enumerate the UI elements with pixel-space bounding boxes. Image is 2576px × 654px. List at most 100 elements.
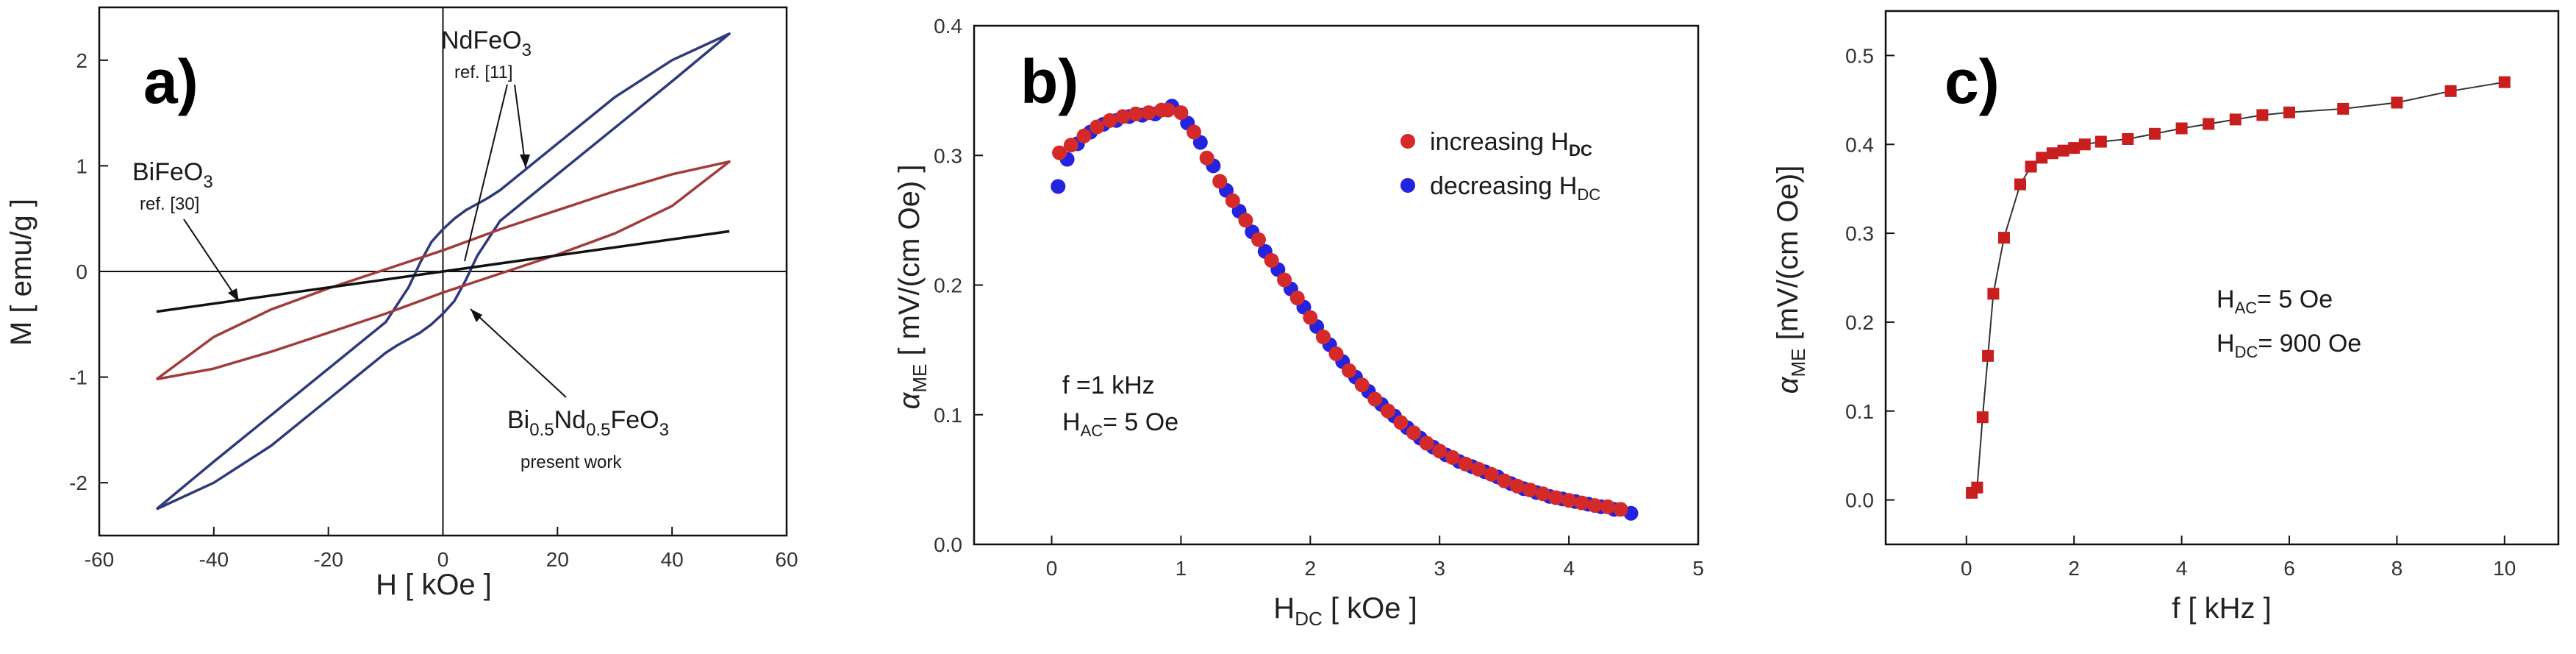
panel-a-series-bifeo3-line	[156, 230, 730, 313]
panel-c-point	[1971, 481, 1983, 494]
panel-b-plot-frame	[973, 24, 1700, 546]
panel-a-x-tick-label: 0	[437, 548, 449, 571]
panel-c-hdc-note: HDC= 900 Oe	[2217, 330, 2361, 361]
panel-b-point-increasing	[1342, 363, 1357, 378]
panel-b-point-increasing	[1354, 377, 1370, 393]
bifeo3-arrowhead	[228, 288, 239, 302]
ndfeo3-ref: ref. [11]	[454, 63, 513, 82]
panel-c: 0 2 4 6 8 10 0.00.10.20.30.40.5 c) f [ kHz ] …	[1772, 10, 2560, 625]
panel-a-x-tick-label: -20	[313, 548, 343, 571]
panel-a-x-label: H [ kOe ]	[376, 569, 492, 601]
panel-b-point-increasing	[1052, 145, 1067, 160]
panel-a-y-tick-label: -2	[69, 472, 87, 494]
panel-c-point	[1998, 232, 2010, 244]
panel-b-point-increasing	[1509, 478, 1525, 494]
legend-marker-decreasing	[1400, 178, 1415, 193]
panel-a-y-ticks: -2 -1 0 1 2	[69, 49, 108, 494]
panel-c-point	[2014, 178, 2026, 191]
panel-b-x-tick-label: 1	[1176, 557, 1187, 580]
panel-c-letter: c)	[1944, 47, 2000, 116]
panel-b-series	[1051, 99, 1639, 521]
panel-b-point-increasing	[1587, 498, 1603, 513]
panel-b-y-tick-label: 0.0	[934, 533, 962, 556]
panel-b-point-increasing	[1199, 150, 1214, 166]
panel-b-point-increasing	[1419, 436, 1434, 451]
panel-b-point-increasing	[1523, 483, 1538, 497]
panel-a-series	[155, 32, 731, 511]
panel-c-x-tick-label: 4	[2176, 557, 2188, 580]
panel-c-x-tick-label: 2	[2068, 557, 2080, 580]
panel-b-point-increasing	[1471, 461, 1486, 477]
panel-c-point	[2094, 135, 2107, 148]
legend-label-increasing: increasing HDC	[1430, 128, 1592, 160]
panel-b-point-increasing	[1141, 105, 1156, 121]
panel-b-point-increasing	[1187, 124, 1201, 140]
panel-b-point-increasing	[1160, 102, 1176, 118]
panel-c-point	[2078, 138, 2091, 151]
panel-c-point	[2068, 142, 2081, 154]
panel-b-point-increasing	[1561, 493, 1577, 508]
panel-b-point-increasing	[1406, 425, 1421, 441]
panel-b-point-increasing	[1277, 272, 1292, 288]
panel-a-x-tick-label: -60	[85, 548, 114, 571]
panel-b-point-increasing	[1063, 138, 1078, 153]
panel-b-y-tick-label: 0.1	[934, 404, 962, 427]
panel-b-point-increasing	[1535, 486, 1550, 502]
panel-b-point-decreasing	[1051, 179, 1066, 194]
panel-b-hac-note: HAC= 5 Oe	[1062, 408, 1178, 440]
panel-c-point	[2229, 113, 2242, 126]
panel-b-point-increasing	[1445, 449, 1460, 465]
panel-a-series-bndfo-loop	[155, 160, 731, 381]
panel-c-point	[2498, 76, 2511, 88]
panel-c-point	[1987, 288, 2000, 300]
panel-b-point-increasing	[1076, 128, 1092, 143]
panel-c-y-ticks: 0.0 0.1 0.2 0.3 0.4 0.5	[1845, 44, 1895, 512]
panel-c-y-tick-label: 0.5	[1845, 44, 1874, 67]
panel-b-point-increasing	[1128, 106, 1143, 121]
panel-b-point-increasing	[1432, 444, 1448, 459]
panel-b-point-increasing	[1289, 291, 1305, 306]
panel-b-point-increasing	[1303, 310, 1318, 325]
bndfo-pointer	[470, 308, 567, 398]
panel-b-y-tick-label: 0.4	[934, 15, 962, 38]
legend-label-decreasing: decreasing HDC	[1430, 172, 1600, 204]
panel-c-point	[2057, 144, 2069, 157]
panel-b-point-increasing	[1115, 109, 1131, 124]
panel-a-y-tick-label: 2	[76, 49, 87, 72]
panel-b-point-increasing	[1238, 213, 1253, 228]
panel-b-point-increasing	[1173, 105, 1189, 121]
panel-a-y-tick-label: -1	[69, 366, 87, 389]
panel-b-letter: b)	[1020, 47, 1078, 116]
panel-a-y-tick-label: 1	[76, 154, 87, 177]
panel-c-y-tick-label: 0.4	[1845, 133, 1874, 156]
panel-a-letter: a)	[143, 47, 198, 116]
panel-c-point	[2122, 133, 2134, 145]
panel-c-point	[2444, 85, 2457, 97]
panel-a: -60 -40 -20 0 20 40 60 -2 -1 0 1 2 a) H [ kOe ] M …	[5, 6, 798, 601]
panel-b-point-increasing	[1600, 499, 1615, 514]
panel-c-x-tick-label: 6	[2283, 557, 2295, 580]
panel-b-point-increasing	[1102, 113, 1117, 128]
legend-marker-increasing	[1400, 134, 1415, 149]
panel-b-point-increasing	[1380, 403, 1395, 419]
panel-b-point-increasing	[1484, 466, 1499, 482]
ndfeo3-arrowhead	[520, 154, 530, 168]
panel-c-point	[1982, 349, 1994, 362]
panel-b-x-tick-label: 5	[1692, 557, 1704, 580]
panel-b-y-tick-label: 0.3	[934, 144, 962, 167]
ndfeo3-pointer-2	[464, 84, 508, 262]
panel-b-point-increasing	[1315, 330, 1331, 344]
panel-b-x-tick-label: 2	[1305, 557, 1317, 580]
panel-c-hac-note: HAC= 5 Oe	[2217, 285, 2333, 317]
bifeo3-ref: ref. [30]	[140, 194, 199, 214]
panel-a-y-label: M [ emu/g ]	[5, 199, 37, 346]
panel-c-y-tick-label: 0.3	[1845, 222, 1874, 245]
bndfo-arrowhead	[471, 309, 482, 322]
panel-b-y-label: αME [ mV/(cm Oe) ]	[893, 165, 931, 410]
panel-c-x-ticks: 0 2 4 6 8 10	[1961, 536, 2516, 580]
ndfeo3-pointer	[514, 84, 526, 168]
panel-b-point-increasing	[1393, 415, 1409, 430]
panel-c-y-tick-label: 0.1	[1845, 400, 1874, 423]
panel-b-point-increasing	[1328, 346, 1344, 361]
panel-c-point	[2337, 102, 2350, 115]
